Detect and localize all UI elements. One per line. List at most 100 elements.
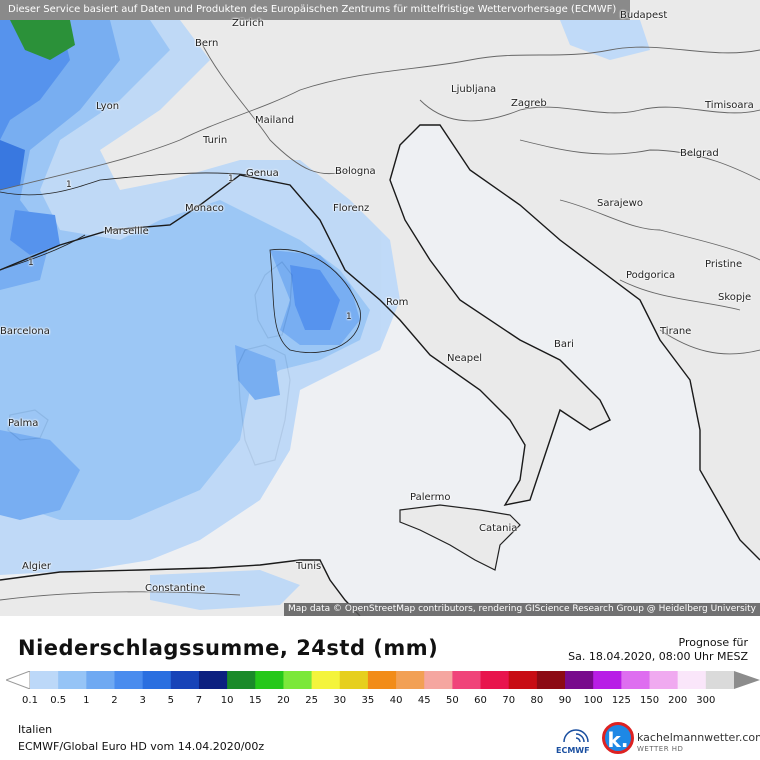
city-bari: Bari	[554, 339, 574, 350]
scale-swatch	[58, 671, 87, 689]
city-budapest: Budapest	[620, 10, 668, 21]
scale-tick-label: 2	[111, 695, 118, 706]
scale-swatch	[565, 671, 594, 689]
scale-tick-label: 0.5	[50, 695, 67, 706]
color-scale	[6, 671, 760, 689]
scale-tick-label: 1	[83, 695, 90, 706]
scale-swatch	[227, 671, 256, 689]
city-zurich: Zürich	[232, 18, 264, 29]
city-catania: Catania	[479, 523, 518, 534]
city-genua: Genua	[246, 168, 279, 179]
scale-tick-label: 60	[474, 695, 487, 706]
city-monaco: Monaco	[185, 203, 224, 214]
scale-over-arrow	[734, 671, 760, 689]
city-ljubljana: Ljubljana	[451, 84, 497, 95]
scale-tick-label: 125	[611, 695, 631, 706]
precip-contours	[0, 172, 361, 353]
country-borders	[0, 39, 760, 601]
city-belgrad: Belgrad	[680, 148, 719, 159]
city-podgorica: Podgorica	[626, 270, 676, 281]
contour-label: 1	[66, 180, 72, 190]
map-title: Niederschlagssumme, 24std (mm)	[18, 636, 439, 660]
scale-swatch	[198, 671, 228, 689]
city-zagreb: Zagreb	[511, 98, 547, 109]
scale-swatch	[30, 671, 59, 689]
ecmwf-logo-icon	[563, 729, 589, 743]
city-palermo: Palermo	[410, 492, 451, 503]
city-marseille: Marseille	[104, 226, 149, 237]
scale-tick-label: 10	[220, 695, 234, 706]
scale-swatch	[649, 671, 679, 689]
island-sicily	[399, 504, 521, 571]
forecast-label: Prognose für	[678, 636, 749, 649]
color-scale-ticks: 0.1 0.5 1 2 3 5 7 10 15 20 25 30 35 40 45 50 60 70 80 90 100…	[0, 695, 760, 709]
city-skopje: Skopje	[718, 292, 752, 303]
scale-tick-label: 200	[668, 695, 688, 706]
city-rom: Rom	[386, 297, 409, 308]
scale-under-arrow	[6, 671, 31, 689]
scale-tick-label: 45	[417, 695, 431, 706]
city-barcelona: Barcelona	[0, 326, 50, 337]
city-bologna: Bologna	[335, 166, 376, 177]
scale-tick-label: 90	[558, 695, 572, 706]
contour-label: 1	[346, 312, 352, 322]
scale-tick-label: 15	[248, 695, 262, 706]
map-attribution: Map data © OpenStreetMap contributors, r…	[284, 603, 760, 616]
city-lyon: Lyon	[96, 101, 120, 112]
scale-tick-label: 35	[361, 695, 375, 706]
city-sarajewo: Sarajewo	[597, 198, 643, 209]
scale-swatch	[677, 671, 707, 689]
scale-swatch	[114, 671, 144, 689]
scale-tick-label: 80	[530, 695, 544, 706]
brand-name[interactable]: kachelmannwetter.com	[637, 731, 760, 744]
map-base-layer	[0, 20, 760, 616]
city-florenz: Florenz	[333, 203, 370, 214]
scale-tick-label: 150	[639, 695, 660, 706]
region-label: Italien	[18, 723, 53, 736]
scale-swatch	[452, 671, 482, 689]
forecast-date: Sa. 18.04.2020, 08:00 Uhr MESZ	[568, 650, 748, 663]
scale-swatch	[255, 671, 284, 689]
scale-tick-label: 70	[502, 695, 516, 706]
scale-swatch	[508, 671, 538, 689]
scale-swatch	[283, 671, 313, 689]
scale-swatch	[170, 671, 200, 689]
contour-label: 1	[228, 174, 234, 184]
ecmwf-text: ECMWF	[556, 746, 590, 755]
scale-swatch	[142, 671, 172, 689]
city-timisoara: Timisoara	[705, 100, 754, 111]
city-constantine: Constantine	[145, 583, 206, 594]
scale-swatch	[367, 671, 397, 689]
city-palma: Palma	[8, 418, 39, 429]
scale-swatch	[621, 671, 651, 689]
scale-swatch	[86, 671, 115, 689]
scale-swatch	[396, 671, 425, 689]
scale-tick-label: 50	[446, 695, 459, 706]
scale-tick-label: 7	[195, 695, 203, 706]
kachelmann-logo-icon[interactable]: k.	[602, 722, 634, 754]
scale-swatch	[593, 671, 622, 689]
scale-tick-label: 100	[583, 695, 603, 706]
scale-swatch	[536, 671, 566, 689]
city-turin: Turin	[203, 135, 228, 146]
ecmwf-disclaimer: Dieser Service basiert auf Daten und Pro…	[0, 0, 630, 20]
scale-tick-label: 25	[305, 695, 318, 706]
scale-swatch	[424, 671, 453, 689]
city-bern: Bern	[195, 38, 219, 49]
scale-tick-label: 20	[277, 695, 290, 706]
contour-label: 1	[28, 258, 34, 268]
city-mailand: Mailand	[255, 115, 295, 126]
brand-subtitle: WETTER HD	[637, 745, 684, 753]
scale-tick-label: 40	[389, 695, 403, 706]
city-tirane: Tirane	[660, 326, 692, 337]
scale-tick-label: 3	[139, 695, 146, 706]
precipitation-map[interactable]: Dieser Service basiert auf Daten und Pro…	[0, 0, 760, 616]
scale-tick-label: 5	[167, 695, 174, 706]
scale-swatch	[339, 671, 369, 689]
coastlines	[0, 124, 760, 616]
scale-swatch	[311, 671, 341, 689]
scale-tick-label: 30	[333, 695, 347, 706]
precip-shading	[0, 20, 650, 610]
scale-swatch	[705, 671, 735, 689]
city-neapel: Neapel	[447, 353, 483, 364]
